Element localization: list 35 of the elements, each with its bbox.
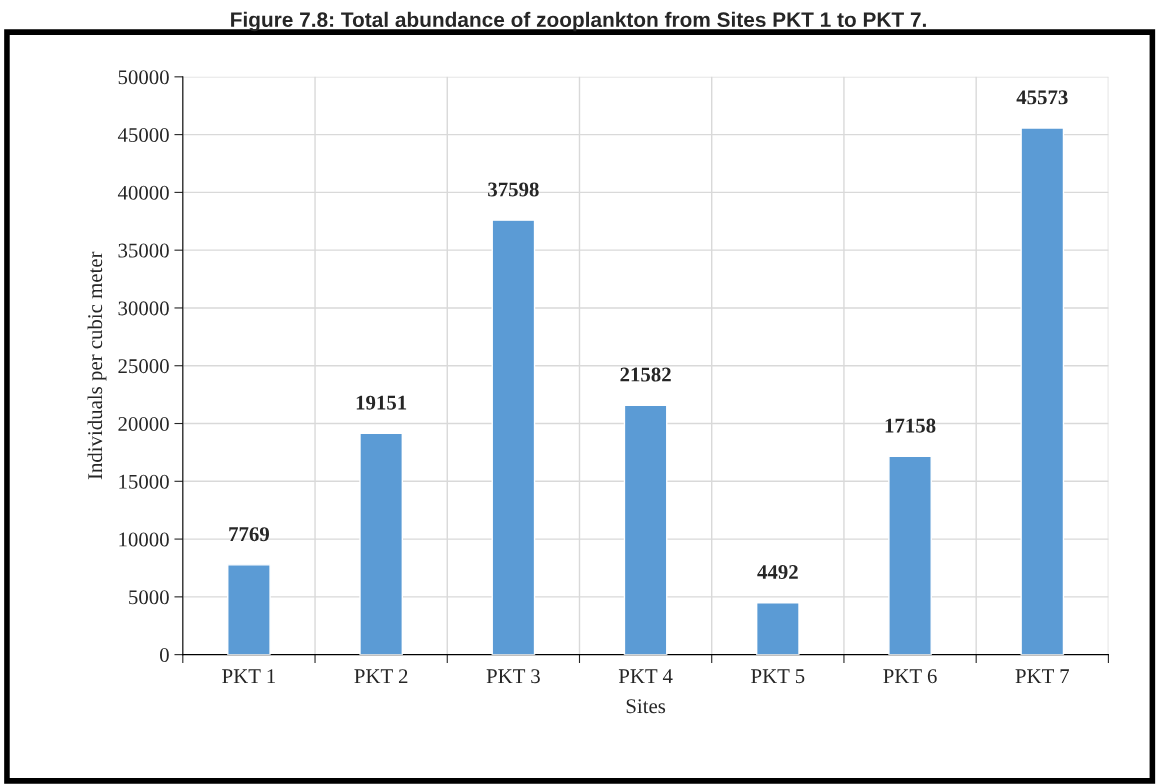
x-tick-label: PKT 5: [751, 669, 805, 684]
bar: [359, 432, 404, 655]
y-tick-label: 40000: [117, 185, 169, 200]
y-tick-label: 20000: [118, 416, 169, 431]
x-tick-label: PKT 6: [883, 669, 937, 684]
bar: [755, 602, 800, 655]
bar: [491, 219, 536, 655]
y-tick-label: 10000: [119, 532, 169, 547]
bar: [1020, 127, 1065, 655]
bar: [888, 455, 932, 655]
y-tick-label: 45000: [117, 127, 169, 143]
bar: [227, 564, 271, 655]
chart-title: Figure 7.8: Total abundance of zooplankton from Sites PKT 1 to PKT 7.: [231, 11, 926, 32]
data-label: 45573: [1016, 90, 1068, 105]
y-axis-title: Individuals per cubic meter: [87, 251, 107, 480]
data-label: 7769: [229, 527, 269, 542]
y-tick-label: 30000: [118, 301, 169, 316]
y-tick-label: 15000: [119, 474, 169, 489]
y-tick-label: 25000: [118, 359, 169, 374]
y-tick-label: 50000: [118, 70, 169, 85]
y-tick-label: 35000: [118, 243, 169, 258]
x-axis-title: Sites: [626, 699, 666, 714]
y-tick-label: 5000: [129, 590, 169, 605]
y-tick-label: 0: [159, 648, 169, 663]
x-tick-label: PKT 2: [354, 669, 408, 683]
bar: [623, 404, 668, 655]
data-label: 4492: [757, 565, 798, 580]
x-tick-label: PKT 7: [1015, 669, 1069, 683]
data-label: 19151: [356, 395, 407, 410]
data-label: 17158: [885, 418, 936, 433]
x-tick-label: PKT 1: [222, 669, 275, 683]
x-tick-label: PKT 3: [486, 669, 540, 684]
data-label: 21582: [620, 367, 671, 382]
data-label: 37598: [488, 182, 539, 197]
x-tick-label: PKT 4: [618, 669, 673, 683]
